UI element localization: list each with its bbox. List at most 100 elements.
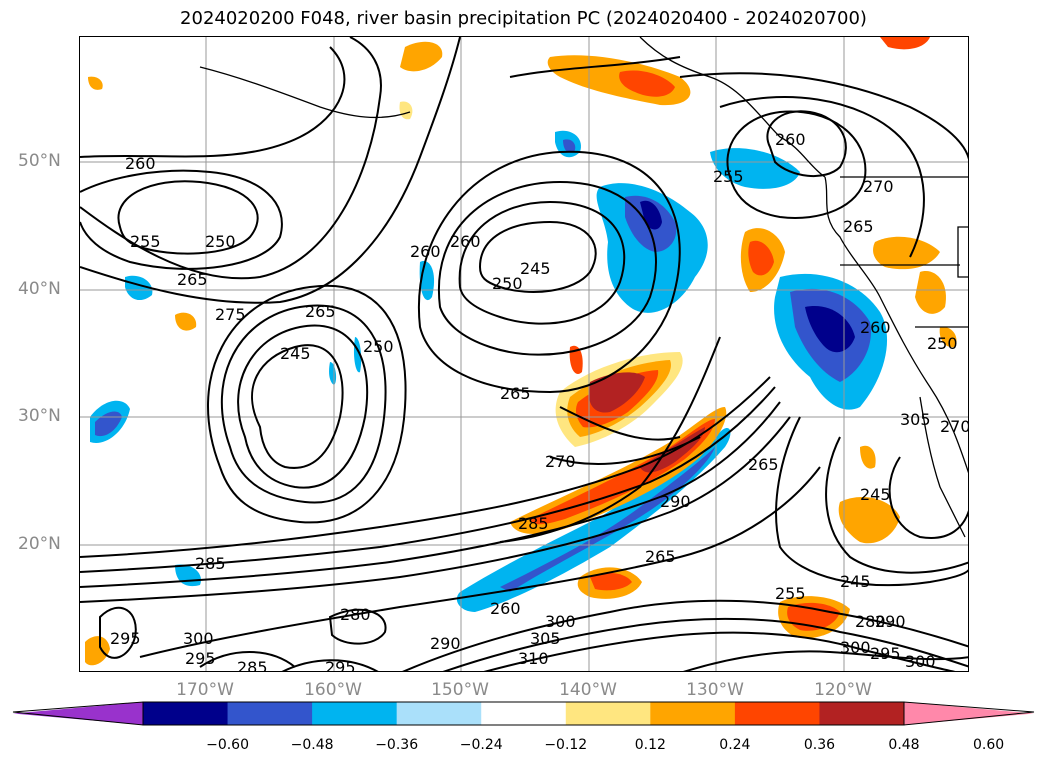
contour-label: 280 [340, 605, 371, 624]
contour-label: 250 [363, 337, 394, 356]
colorbar-tick-label: 0.12 [634, 737, 666, 753]
contour-line [888, 456, 968, 539]
contour-line [483, 631, 956, 671]
contour-line [220, 304, 387, 504]
coastlines [199, 37, 968, 538]
contour-label: 245 [280, 344, 311, 363]
contour-label: 280 [855, 612, 886, 631]
contour-label: 260 [450, 232, 481, 251]
positive-anomaly-patch [175, 312, 197, 331]
colorbar-segment [565, 702, 651, 725]
contour-line [80, 401, 781, 588]
map-canvas: 260 255 250 265 275 265 245 250 260 245 … [80, 37, 968, 672]
contour-line [80, 37, 382, 280]
state-border [957, 226, 968, 278]
lon-label-170w: 170°W [176, 680, 234, 700]
colorbar-segment [227, 702, 313, 725]
contour-label: 295 [870, 644, 901, 663]
negative-anomaly-core [500, 447, 715, 592]
negative-anomaly-patch [125, 275, 153, 301]
contour-label: 295 [325, 658, 356, 672]
lat-label-30n: 30°N [18, 406, 61, 426]
contour-line [549, 436, 701, 466]
contour-line [80, 169, 283, 270]
positive-anomaly-patch [619, 70, 675, 97]
contour-label: 295 [185, 649, 216, 668]
contour-line [80, 37, 461, 304]
contour-label: 275 [215, 305, 246, 324]
negative-anomaly-core [805, 306, 855, 353]
contour-label: 265 [645, 547, 676, 566]
contour-label: 265 [305, 302, 336, 321]
positive-anomaly-patch [860, 445, 876, 469]
colorbar-tick-label: −0.36 [375, 737, 419, 753]
contour-line [458, 200, 626, 325]
contour-label: 245 [860, 485, 891, 504]
contour-line [80, 376, 771, 558]
contour-label: 290 [430, 634, 461, 653]
contour-label: 290 [875, 612, 906, 631]
contour-label: 260 [410, 242, 441, 261]
contour-line [139, 466, 821, 658]
positive-anomaly-patch [873, 236, 940, 270]
colorbar-tick-label: −0.24 [459, 737, 503, 753]
contour-label: 260 [490, 599, 521, 618]
colorbar-tick-label: 0.60 [972, 737, 1005, 753]
colorbar-tick-label: −0.48 [290, 737, 334, 753]
contour-line [80, 386, 776, 573]
contour-label: 300 [183, 629, 214, 648]
contour-line [281, 659, 379, 671]
contour-line [719, 96, 925, 258]
contour-label: 305 [900, 410, 931, 429]
colorbar-segment [143, 702, 229, 725]
positive-anomaly-core [588, 372, 645, 413]
contour-line [478, 220, 597, 293]
contour-line [206, 284, 407, 524]
contour-label: 255 [713, 167, 744, 186]
contour-label: 265 [843, 217, 874, 236]
contour-line [328, 608, 387, 645]
colorbar-segment [481, 702, 567, 725]
contour-label: 255 [130, 232, 161, 251]
positive-anomaly-patch [85, 636, 110, 666]
lon-label-130w: 130°W [686, 680, 744, 700]
contour-line [437, 180, 657, 356]
colorbar-high-arrow [904, 702, 1034, 725]
contour-label: 290 [660, 492, 691, 511]
contour-line [766, 110, 847, 178]
contour-line [99, 606, 137, 659]
contour-label: 270 [545, 452, 576, 471]
contour-labels: 260 255 250 265 275 265 245 250 260 245 … [110, 130, 968, 672]
positive-anomaly-band [530, 419, 715, 525]
contour-line [80, 416, 791, 603]
positive-anomaly-patch [880, 37, 930, 50]
contour-label: 300 [545, 612, 576, 631]
colorbar-tick-label: 0.48 [888, 737, 920, 753]
contour-label: 300 [840, 638, 871, 657]
positive-anomaly-patch [838, 497, 900, 544]
lat-label-20n: 20°N [18, 534, 61, 554]
lat-label-40n: 40°N [18, 279, 61, 299]
contour-label: 285 [518, 514, 549, 533]
colorbar-tick-label: −0.60 [206, 737, 249, 753]
negative-anomaly-patch [329, 362, 337, 385]
contour-line [251, 344, 344, 469]
contour-line [80, 46, 346, 158]
negative-anomaly-core [95, 411, 122, 437]
negative-anomaly-patch [710, 148, 800, 189]
positive-anomaly-band [510, 407, 727, 534]
contour-label: 300 [905, 652, 936, 671]
negative-anomaly-band [456, 427, 731, 612]
lon-label-120w: 120°W [814, 680, 872, 700]
contour-label: 295 [110, 629, 141, 648]
contour-line [199, 651, 296, 668]
colorbar-segments [13, 702, 1034, 725]
contour-line [417, 150, 681, 394]
contour-label: 250 [492, 274, 523, 293]
contour-line [825, 436, 968, 574]
coastline-alaska [639, 37, 826, 178]
positive-anomaly-patch [88, 76, 103, 90]
contour-line [402, 599, 968, 671]
colorbar-segment [312, 702, 398, 725]
colorbar-outline [142, 701, 905, 726]
